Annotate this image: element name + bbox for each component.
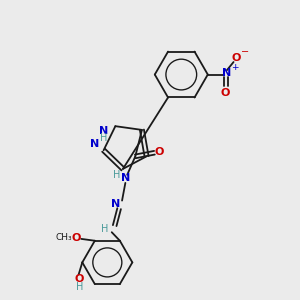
Text: H: H (101, 224, 108, 233)
Text: N: N (99, 126, 108, 136)
Text: O: O (154, 147, 164, 157)
Text: N: N (90, 139, 99, 149)
Text: O: O (232, 53, 241, 63)
Text: CH₃: CH₃ (55, 233, 72, 242)
Text: O: O (71, 233, 81, 243)
Text: +: + (231, 63, 239, 72)
Text: N: N (222, 68, 232, 78)
Text: −: − (241, 47, 249, 58)
Text: H: H (76, 282, 83, 292)
Text: H: H (113, 170, 121, 180)
Text: O: O (220, 88, 230, 98)
Text: H: H (100, 133, 107, 143)
Text: O: O (75, 274, 84, 284)
Text: N: N (121, 173, 130, 183)
Text: N: N (111, 199, 120, 208)
